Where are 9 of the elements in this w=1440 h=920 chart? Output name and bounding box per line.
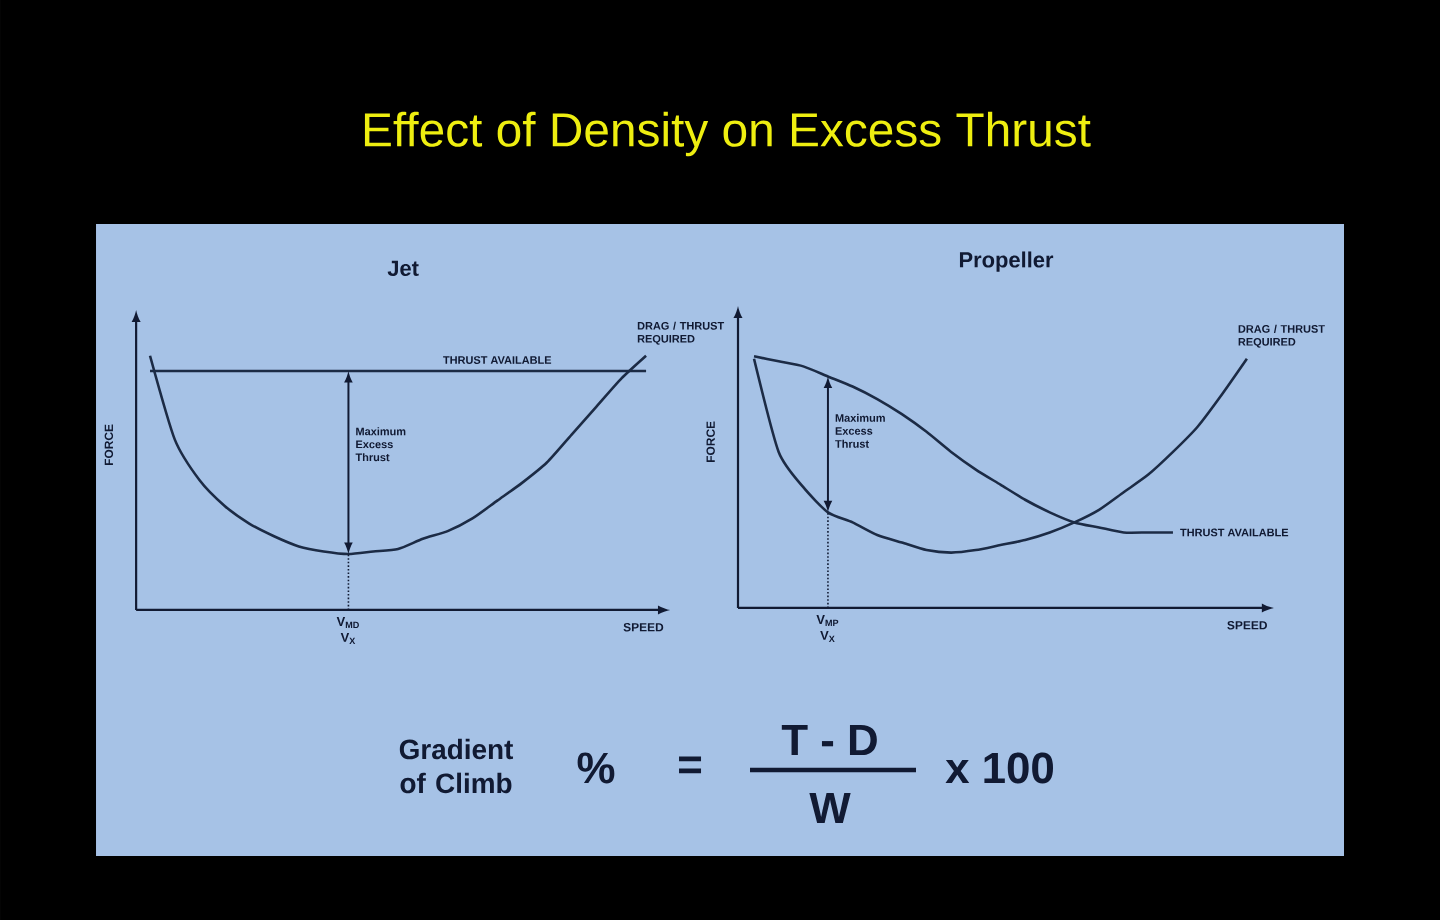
text: = — [679, 756, 702, 774]
text: Gradient of Climb — [399, 738, 514, 794]
text: % — [577, 752, 615, 784]
chart-title: Jet — [387, 260, 419, 276]
text: x 100 — [945, 752, 1054, 784]
text: Effect of Density on Excess Thrust — [364, 111, 1091, 157]
chart-title: Propeller — [959, 251, 1054, 272]
text: T - D — [781, 724, 877, 756]
text: W — [809, 792, 851, 824]
